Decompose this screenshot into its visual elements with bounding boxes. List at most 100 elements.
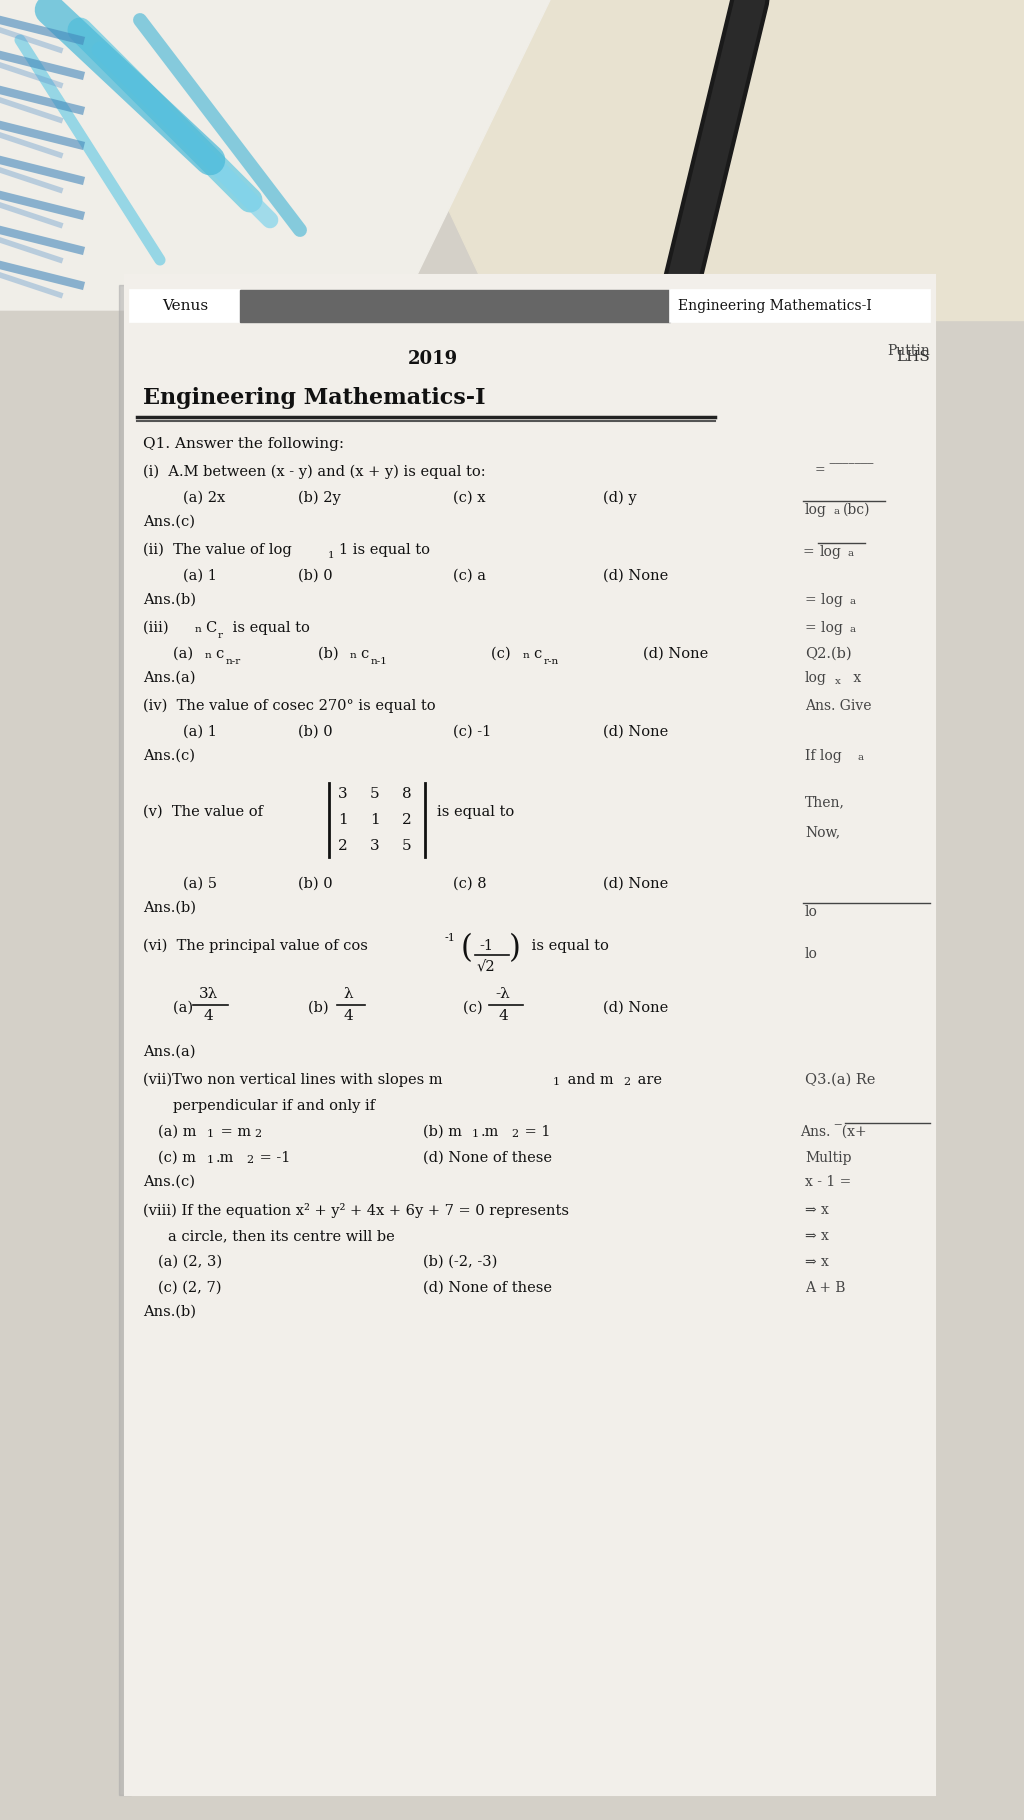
Text: (d) None: (d) None	[603, 724, 669, 739]
Bar	[119, 286, 131, 1795]
Text: 2: 2	[402, 814, 412, 826]
Text: 2: 2	[254, 1128, 261, 1139]
Text: 1 is equal to: 1 is equal to	[339, 542, 430, 557]
Text: 1: 1	[207, 1128, 214, 1139]
Text: r: r	[218, 632, 223, 641]
Text: (v)  The value of: (v) The value of	[143, 804, 263, 819]
Text: Ans. ‾(x+: Ans. ‾(x+	[800, 1125, 866, 1139]
Text: If log: If log	[805, 750, 842, 763]
Text: Q3.(a) Re: Q3.(a) Re	[805, 1074, 876, 1087]
Text: (b) 2y: (b) 2y	[298, 491, 341, 506]
Text: n: n	[205, 652, 212, 661]
Text: (d) None of these: (d) None of these	[423, 1281, 552, 1296]
Text: (c) a: (c) a	[453, 570, 486, 582]
Text: ⇒ x: ⇒ x	[805, 1228, 828, 1243]
Text: Then,: Then,	[805, 795, 845, 810]
Text: (a) 1: (a) 1	[183, 724, 217, 739]
Text: is equal to: is equal to	[228, 621, 310, 635]
Bar	[130, 289, 930, 322]
Text: (d) None: (d) None	[643, 646, 709, 661]
Text: lo: lo	[805, 905, 818, 919]
Text: Ans. Give: Ans. Give	[805, 699, 871, 713]
Text: 2: 2	[623, 1077, 630, 1087]
Text: (iii): (iii)	[143, 621, 173, 635]
Text: Ans.(b): Ans.(b)	[143, 593, 196, 608]
Text: Puttin: Puttin	[887, 344, 930, 359]
Text: x: x	[835, 677, 841, 686]
Text: √2: √2	[477, 959, 496, 974]
Text: Multip: Multip	[805, 1150, 852, 1165]
Text: LHS: LHS	[896, 349, 930, 364]
Text: Ans.(b): Ans.(b)	[143, 901, 196, 915]
Text: (c) (2, 7): (c) (2, 7)	[158, 1281, 221, 1296]
Text: (a) 2x: (a) 2x	[183, 491, 225, 504]
Text: log: log	[805, 672, 826, 684]
Text: (d) None: (d) None	[603, 570, 669, 582]
Text: and m: and m	[563, 1074, 613, 1087]
Text: 4: 4	[343, 1008, 353, 1023]
Text: (c) 8: (c) 8	[453, 877, 486, 892]
Text: ⇒ x: ⇒ x	[805, 1256, 828, 1269]
Text: =: =	[803, 544, 819, 559]
Text: = log: = log	[805, 621, 843, 635]
Text: .m: .m	[481, 1125, 500, 1139]
Text: (vi)  The principal value of cos: (vi) The principal value of cos	[143, 939, 368, 954]
Text: 2: 2	[511, 1128, 518, 1139]
Text: x - 1 =: x - 1 =	[805, 1176, 851, 1188]
Text: 3: 3	[371, 839, 380, 854]
Text: (viii) If the equation x² + y² + 4x + 6y + 7 = 0 represents: (viii) If the equation x² + y² + 4x + 6y…	[143, 1203, 569, 1218]
Bar	[0, 0, 1024, 309]
Text: n: n	[195, 624, 202, 633]
Text: (d) None of these: (d) None of these	[423, 1150, 552, 1165]
Text: C: C	[205, 621, 216, 635]
Text: 1: 1	[338, 814, 348, 826]
Text: 4: 4	[203, 1008, 213, 1023]
Text: n: n	[523, 652, 529, 661]
Text: 1: 1	[370, 814, 380, 826]
Bar	[125, 275, 935, 1795]
Text: a circle, then its centre will be: a circle, then its centre will be	[168, 1228, 394, 1243]
Text: Ans.(a): Ans.(a)	[143, 672, 196, 684]
Text: 4: 4	[498, 1008, 508, 1023]
Text: a: a	[833, 508, 839, 517]
Text: c: c	[215, 646, 223, 661]
Text: 2: 2	[338, 839, 348, 854]
Text: 3: 3	[338, 786, 348, 801]
Text: (iv)  The value of cosec 270° is equal to: (iv) The value of cosec 270° is equal to	[143, 699, 435, 713]
Text: a: a	[857, 753, 863, 763]
Text: (b) 0: (b) 0	[298, 877, 333, 892]
Text: (a): (a)	[173, 1001, 198, 1016]
Text: lo: lo	[805, 946, 818, 961]
Text: Ans.(c): Ans.(c)	[143, 1176, 195, 1188]
Polygon shape	[350, 0, 1024, 320]
Bar	[130, 289, 240, 322]
Text: (bc): (bc)	[843, 502, 870, 517]
Text: x: x	[849, 672, 861, 684]
Text: 1: 1	[207, 1156, 214, 1165]
Text: (vii)Two non vertical lines with slopes m: (vii)Two non vertical lines with slopes …	[143, 1074, 442, 1087]
Text: 5: 5	[371, 786, 380, 801]
Text: perpendicular if and only if: perpendicular if and only if	[173, 1099, 375, 1114]
Text: Engineering Mathematics-I: Engineering Mathematics-I	[678, 298, 871, 313]
Text: (c) m: (c) m	[158, 1150, 196, 1165]
Text: (a) m: (a) m	[158, 1125, 197, 1139]
Text: = -1: = -1	[255, 1150, 291, 1165]
Text: -λ: -λ	[496, 986, 510, 1001]
Bar	[670, 289, 930, 322]
Text: Venus: Venus	[162, 298, 208, 313]
Text: 1: 1	[328, 551, 335, 561]
Text: n: n	[350, 652, 356, 661]
Text: (a) (2, 3): (a) (2, 3)	[158, 1256, 222, 1269]
Text: (i)  A.M between (x - y) and (x + y) is equal to:: (i) A.M between (x - y) and (x + y) is e…	[143, 464, 485, 479]
Text: (a) 5: (a) 5	[183, 877, 217, 892]
Polygon shape	[0, 0, 550, 309]
Text: (b) (-2, -3): (b) (-2, -3)	[423, 1256, 498, 1269]
Text: (c) -1: (c) -1	[453, 724, 492, 739]
Text: 3λ: 3λ	[199, 986, 218, 1001]
Text: (d) y: (d) y	[603, 491, 637, 506]
Text: is equal to: is equal to	[437, 804, 514, 819]
Text: 1: 1	[553, 1077, 560, 1087]
Text: ⇒ x: ⇒ x	[805, 1203, 828, 1218]
Text: λ: λ	[343, 986, 353, 1001]
Text: Ans.(c): Ans.(c)	[143, 750, 195, 763]
